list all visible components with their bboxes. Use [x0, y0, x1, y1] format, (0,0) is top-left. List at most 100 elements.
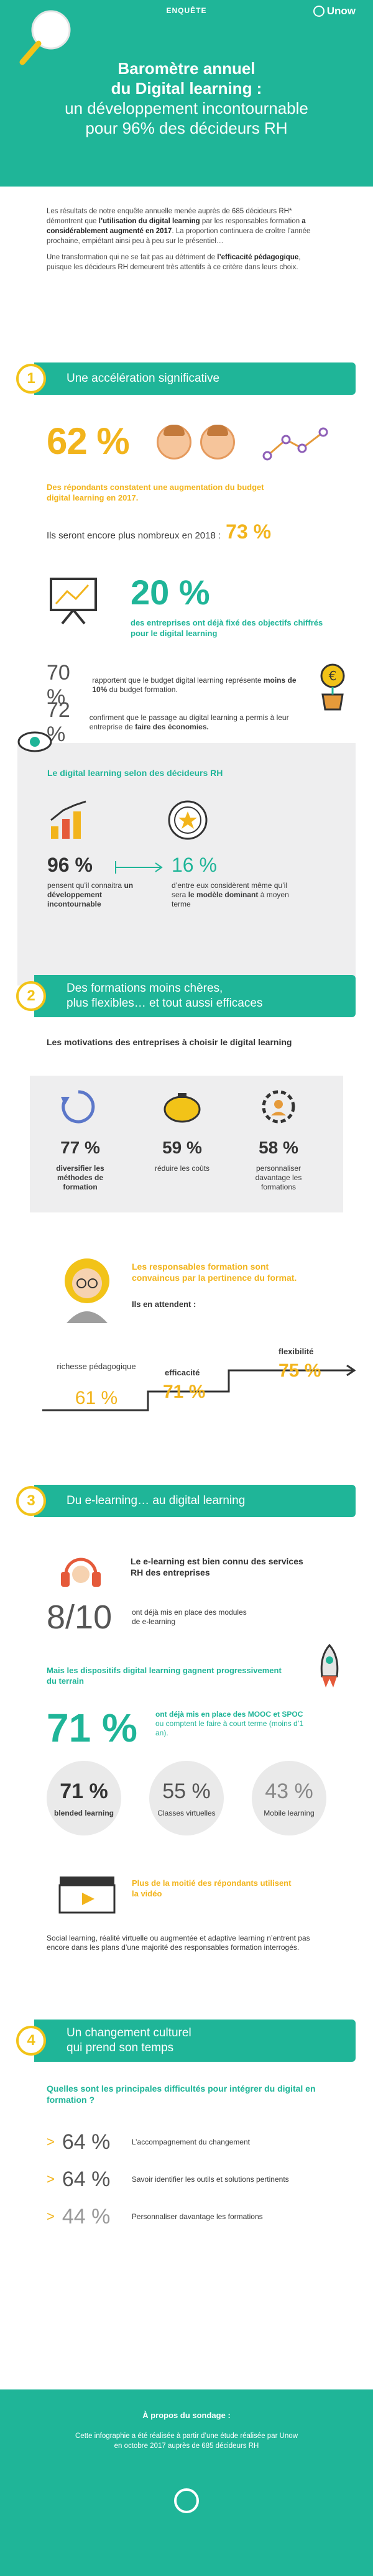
section-3: Du e-learning… au digital learning 3 Le … [0, 1480, 373, 1952]
circle-value: 71 % [60, 1779, 108, 1803]
box-text-part: d’entre eux considèrent même qu’il sera [172, 881, 288, 899]
stat-bold: moins de 10% [92, 676, 297, 694]
ratio-value: 8/10 [47, 1599, 113, 1636]
social-text-part: Social learning, réalité virtuelle ou au… [47, 1934, 265, 1942]
chevron-right-icon: > [47, 2134, 55, 2149]
rocket-icon [320, 1643, 339, 1687]
header: ENQUÊTE Unow Baromètre annuel du Digital… [0, 0, 373, 187]
presentation-board-icon [50, 578, 97, 625]
header-tag: ENQUÊTE [166, 6, 207, 15]
box-text-part: pensent qu’il connaitra [47, 881, 122, 890]
circle-label: Classes virtuelles [157, 1808, 216, 1817]
intro-text: , puisque les décideurs RH demeurent trè… [47, 254, 301, 271]
stat-72: 72 % confirment que le passage au digita… [47, 698, 308, 747]
circle-stat: 55 % Classes virtuelles [149, 1761, 224, 1835]
intro: Les résultats de notre enquête annuelle … [0, 187, 373, 272]
footer-title: À propos du sondage : [142, 2411, 231, 2420]
section-title: Un changement culturel qui prend son temp… [34, 2020, 356, 2062]
social-text: Social learning, réalité virtuelle ou au… [47, 1934, 320, 1952]
motivation-label: diversifier les méthodes de formation [56, 1164, 104, 1191]
woman-avatar-icon [65, 1258, 109, 1323]
section-number: 4 [16, 2026, 46, 2056]
known-text: Le e-learning est bien connu des service… [131, 1556, 303, 1577]
bar-growth-icon [50, 800, 86, 839]
headset-icon [61, 1558, 101, 1587]
gear-user-icon [262, 1090, 295, 1124]
svg-text:€: € [329, 668, 337, 683]
intro-bold: l’utilisation du digital learning [98, 218, 200, 225]
stat-text-part: confirment que le passage au digital lea… [89, 713, 289, 731]
step-value: 75 % [279, 1360, 321, 1381]
responsables-text: Les responsables formation sont convainc… [132, 1262, 297, 1283]
motivations-title: Les motivations des entreprises à choisi… [47, 1037, 292, 1047]
gain-text: Mais les dispositifs digital learning ga… [47, 1666, 282, 1686]
difficulty-label: L’accompagnement du changement [131, 2137, 250, 2146]
stat-text: rapportent que le budget digital learnin… [92, 676, 308, 695]
list-item: > 64 % Savoir identifier les outils et s… [47, 2161, 333, 2198]
section-title-line: Des formations moins chères, [67, 982, 223, 995]
section-title: Du e-learning… au digital learning [34, 1485, 356, 1517]
box-text-bold: le modèle dominant [188, 890, 259, 899]
mooc-text-bold: ont déjà mis en place des MOOC et SPOC [155, 1710, 303, 1719]
section-2: Des formations moins chères, plus flexibl… [0, 970, 373, 1411]
motivation-value: 77 % [60, 1138, 100, 1157]
difficulty-value: 44 % [62, 2204, 111, 2228]
footer: À propos du sondage : Cette infographie … [0, 2389, 373, 2576]
refresh-cycle-icon [61, 1090, 95, 1124]
circle-stat: 43 % Mobile learning [252, 1761, 326, 1835]
difficulty-value: 64 % [62, 2167, 111, 2191]
money-plant-icon: € [320, 663, 345, 711]
title-line-4: pour 96% des décideurs RH [85, 119, 288, 137]
intro-text: . La proportion continuera de croître l’… [47, 228, 311, 245]
title-line-3: un développement incontournable [65, 99, 308, 118]
chevron-right-icon: > [47, 2171, 55, 2187]
unow-logo-icon[interactable] [174, 2488, 199, 2513]
brand-logo[interactable]: Unow [313, 5, 356, 17]
circle-value: 55 % [162, 1779, 211, 1803]
medal-star-icon [168, 800, 208, 840]
circle-stat: 71 % blended learning [47, 1761, 121, 1835]
section-title: Des formations moins chères, plus flexibl… [34, 975, 356, 1017]
video-clapper-icon [58, 1877, 116, 1914]
difficulty-label: Savoir identifier les outils et solution… [131, 2174, 289, 2184]
motivation-value: 59 % [162, 1138, 202, 1157]
intro-bold: l’efficacité pédagogique [217, 254, 299, 261]
ratio-text: ont déjà mis en place des modules de e-l… [132, 1608, 247, 1626]
attend-text: Ils en attendent : [132, 1300, 196, 1309]
stat-value: 62 % [47, 420, 130, 462]
intro-text: Les résultats de notre enquête annuelle … [47, 208, 292, 225]
motivations-box: 77 % 59 % 58 % diversifier les méthodes … [30, 1076, 343, 1212]
difficulty-value: 64 % [62, 2130, 111, 2154]
section-4: Un changement culturel qui prend son temp… [0, 2015, 373, 2228]
social-text-part: n’entrent pas encore dans les plans d’un… [47, 1934, 310, 1952]
stat-73: Ils seront encore plus nombreux en 2018 … [47, 520, 271, 543]
circle-label: blended learning [53, 1808, 114, 1817]
section-1-banner: Une accélération significative 1 [0, 358, 373, 399]
stat-70: 70 % rapportent que le budget digital le… [47, 661, 308, 709]
box-text-16: d’entre eux considèrent même qu’il sera … [172, 881, 290, 909]
intro-text: Une transformation qui ne se fait pas au… [47, 254, 218, 261]
difficulty-label: Personnaliser davantage les formations [131, 2212, 263, 2221]
motivation-label: réduire les coûts [154, 1164, 210, 1173]
footer-text-line: en octobre 2017 auprès de 685 décideurs … [114, 2442, 259, 2450]
chevron-right-icon: > [47, 2209, 55, 2224]
stat-value: 70 % [47, 661, 70, 709]
step-label: richesse pédagogique [57, 1362, 136, 1371]
video-text: Plus de la moitié des répondants utilise… [132, 1878, 292, 1898]
section-number: 3 [16, 1486, 46, 1516]
step-value: 61 % [75, 1388, 118, 1408]
stat-text-part: du budget formation. [109, 685, 178, 694]
intro-text: par les responsables formation [200, 218, 302, 225]
section-title-line: plus flexibles… et tout aussi efficaces [67, 997, 263, 1010]
section-title-line: qui prend son temps [67, 2041, 174, 2054]
stat-value: 73 % [226, 520, 272, 543]
unow-icon [313, 6, 325, 17]
box-text-96: pensent qu’il connaitra un développement… [47, 881, 153, 909]
stat-value: 72 % [47, 698, 70, 746]
section-title: Une accélération significative [34, 362, 356, 395]
difficulties-list: > 64 % L’accompagnement du changement > … [47, 2123, 333, 2235]
stat-text-part: rapportent que le budget digital learnin… [92, 676, 262, 685]
stat-62: 62 % [47, 420, 130, 463]
motivation-label: personnaliser davantage les formations [255, 1164, 302, 1191]
footer-text-line: Cette infographie a été réalisée à parti… [75, 2432, 298, 2440]
